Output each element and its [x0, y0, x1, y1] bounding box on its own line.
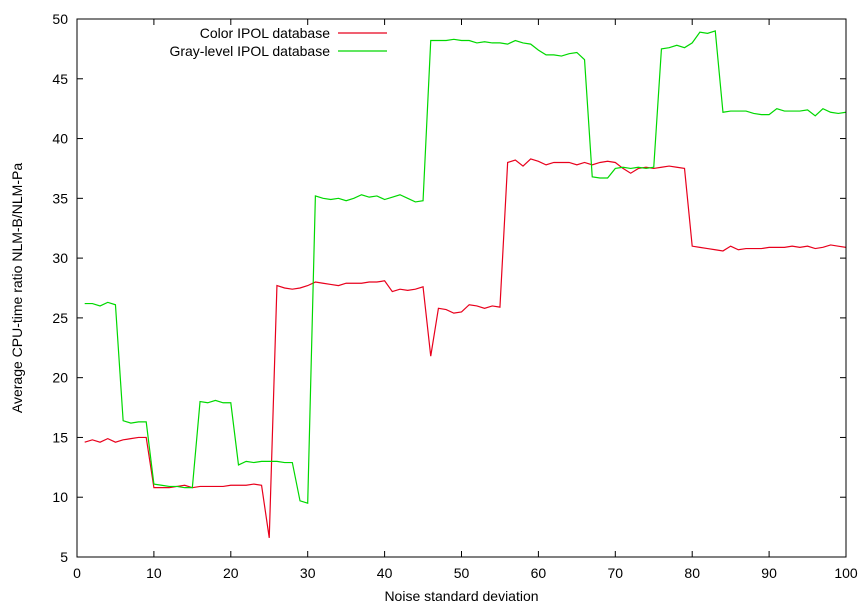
y-tick-label: 45 [52, 71, 68, 87]
ticks-layer: 0 10 20 30 40 50 60 70 80 90 100 5 10 15 20 25 30 35 40 45 5… [52, 11, 857, 581]
x-tick-label: 20 [223, 565, 239, 581]
x-tick-label: 50 [454, 565, 470, 581]
y-tick-label: 35 [52, 190, 68, 206]
x-tick-label: 70 [608, 565, 624, 581]
y-axis-label: Average CPU-time ratio NLM-B/NLM-Pa [9, 163, 25, 413]
y-tick-label: 5 [60, 549, 68, 565]
x-tick-label: 0 [73, 565, 81, 581]
x-tick-label: 80 [684, 565, 700, 581]
y-tick-label: 50 [52, 11, 68, 27]
y-tick-label: 20 [52, 370, 68, 386]
series-line-color [84, 158, 846, 538]
series-line-gray [84, 30, 846, 505]
x-axis-label: Noise standard deviation [384, 588, 538, 604]
legend-label-color: Color IPOL database [200, 25, 330, 41]
y-tick-label: 40 [52, 131, 68, 147]
y-tick-label: 15 [52, 429, 68, 445]
x-tick-label: 10 [146, 565, 162, 581]
series-layer [84, 30, 846, 538]
x-tick-label: 40 [377, 565, 393, 581]
x-tick-label: 100 [834, 565, 858, 581]
x-tick-label: 30 [300, 565, 316, 581]
x-tick-label: 90 [761, 565, 777, 581]
y-tick-label: 10 [52, 489, 68, 505]
y-tick-label: 30 [52, 250, 68, 266]
y-tick-label: 25 [52, 310, 68, 326]
legend: Color IPOL database Gray-level IPOL data… [169, 25, 387, 59]
x-tick-label: 60 [531, 565, 547, 581]
legend-label-gray: Gray-level IPOL database [169, 43, 330, 59]
